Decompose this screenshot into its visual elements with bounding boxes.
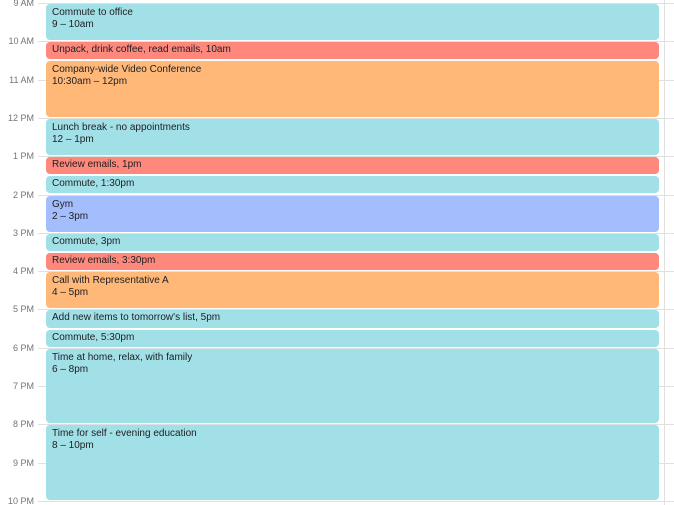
event-title: Time for self - evening education [52, 428, 197, 440]
event-separator: , [200, 44, 206, 56]
hour-gridline [38, 271, 674, 272]
calendar-event[interactable]: Add new items to tomorrow's list, 5pm [46, 310, 659, 328]
event-time: 12 – 1pm [52, 133, 94, 145]
event-time: 4 – 5pm [52, 287, 89, 299]
hour-label: 5 PM [12, 304, 34, 315]
hour-label: 12 PM [7, 112, 34, 123]
hour-label: 1 PM [12, 151, 34, 162]
calendar-event[interactable]: Review emails, 3:30pm [46, 252, 659, 271]
hour-gridline [38, 118, 674, 119]
event-time: 10am [205, 44, 231, 56]
event-separator: , [95, 331, 101, 343]
event-separator: , [116, 159, 123, 171]
calendar-event[interactable]: Lunch break - no appointments, 12 – 1pm [46, 118, 659, 156]
event-time: 3:30pm [122, 254, 156, 266]
event-time: 9 – 10am [52, 19, 94, 30]
event-time: 6 – 8pm [52, 363, 89, 375]
event-title: Add new items to tomorrow's list [52, 312, 196, 324]
calendar-event[interactable]: Company-wide Video Conference, 10:30am –… [46, 61, 659, 117]
calendar-event[interactable]: Unpack, drink coffee, read emails, 10am [46, 42, 659, 60]
hour-label: 2 PM [12, 189, 34, 200]
event-title: Company-wide Video Conference [52, 64, 202, 76]
calendar-event[interactable]: Commute, 3pm [46, 233, 659, 251]
hour-gridline [38, 348, 674, 349]
event-time: 2 – 3pm [52, 210, 89, 222]
calendar-event[interactable]: Gym, 2 – 3pm [46, 195, 659, 232]
event-title: Unpack, drink coffee, read emails [52, 44, 201, 56]
event-separator: , [95, 178, 101, 190]
hour-label: 4 PM [12, 266, 34, 277]
hour-label: 9 AM [13, 0, 34, 8]
event-time: 1pm [122, 159, 142, 171]
event-time: 5pm [200, 312, 221, 324]
hour-gridline [38, 501, 674, 502]
hour-gridline [38, 3, 674, 4]
calendar-event[interactable]: Time for self - evening education, 8 – 1… [46, 425, 659, 500]
calendar-event[interactable]: Commute, 5:30pm [46, 329, 659, 347]
hour-label: 10 AM [8, 36, 34, 47]
hour-gridline [38, 233, 674, 234]
event-title: Call with Representative A [52, 275, 169, 287]
time-gutter: 9 AM 10 AM 11 AM 12 PM 1 PM 2 PM 3 PM 4 PM 5 PM 6… [0, 0, 44, 505]
event-time: 1:30pm [100, 178, 135, 190]
event-time: 3pm [100, 235, 121, 247]
event-title: Commute [52, 331, 96, 343]
hour-label: 8 PM [12, 419, 34, 430]
calendar-event[interactable]: Time at home, relax, with family, 6 – 8p… [46, 348, 659, 424]
calendar-event[interactable]: Commute, 1:30pm [46, 176, 659, 194]
calendar-event[interactable]: Call with Representative A, 4 – 5pm [46, 272, 659, 309]
hour-label: 3 PM [12, 227, 34, 238]
hour-gridline [38, 309, 674, 310]
hour-label: 11 AM [9, 74, 34, 85]
event-title: Review emails [52, 159, 117, 171]
hour-gridline [38, 424, 674, 425]
event-title: Commute [52, 235, 96, 247]
event-title: Commute to office [52, 7, 133, 18]
grid-right-border [664, 0, 665, 505]
event-title: Commute [52, 178, 96, 190]
hour-label: 6 PM [12, 342, 34, 353]
calendar-event[interactable]: Review emails, 1pm [46, 157, 659, 175]
hour-label: 9 PM [12, 457, 34, 468]
hour-gridline [38, 156, 674, 157]
hour-gridline [38, 41, 674, 42]
event-time: 10:30am – 12pm [52, 76, 128, 88]
event-separator: , [116, 254, 123, 266]
event-separator: , [195, 312, 201, 324]
event-title: Time at home, relax, with family [52, 351, 193, 363]
hour-label: 7 PM [12, 381, 34, 391]
event-title: Review emails [52, 254, 117, 266]
calendar-event[interactable]: Commute to office, 9 – 10am [46, 4, 659, 41]
event-title: Lunch break - no appointments [52, 121, 190, 133]
hour-label: 10 PM [7, 495, 34, 505]
event-separator: , [95, 235, 101, 247]
event-title: Gym [52, 198, 74, 210]
event-time: 5:30pm [100, 331, 135, 343]
event-time: 8 – 10pm [52, 440, 94, 452]
